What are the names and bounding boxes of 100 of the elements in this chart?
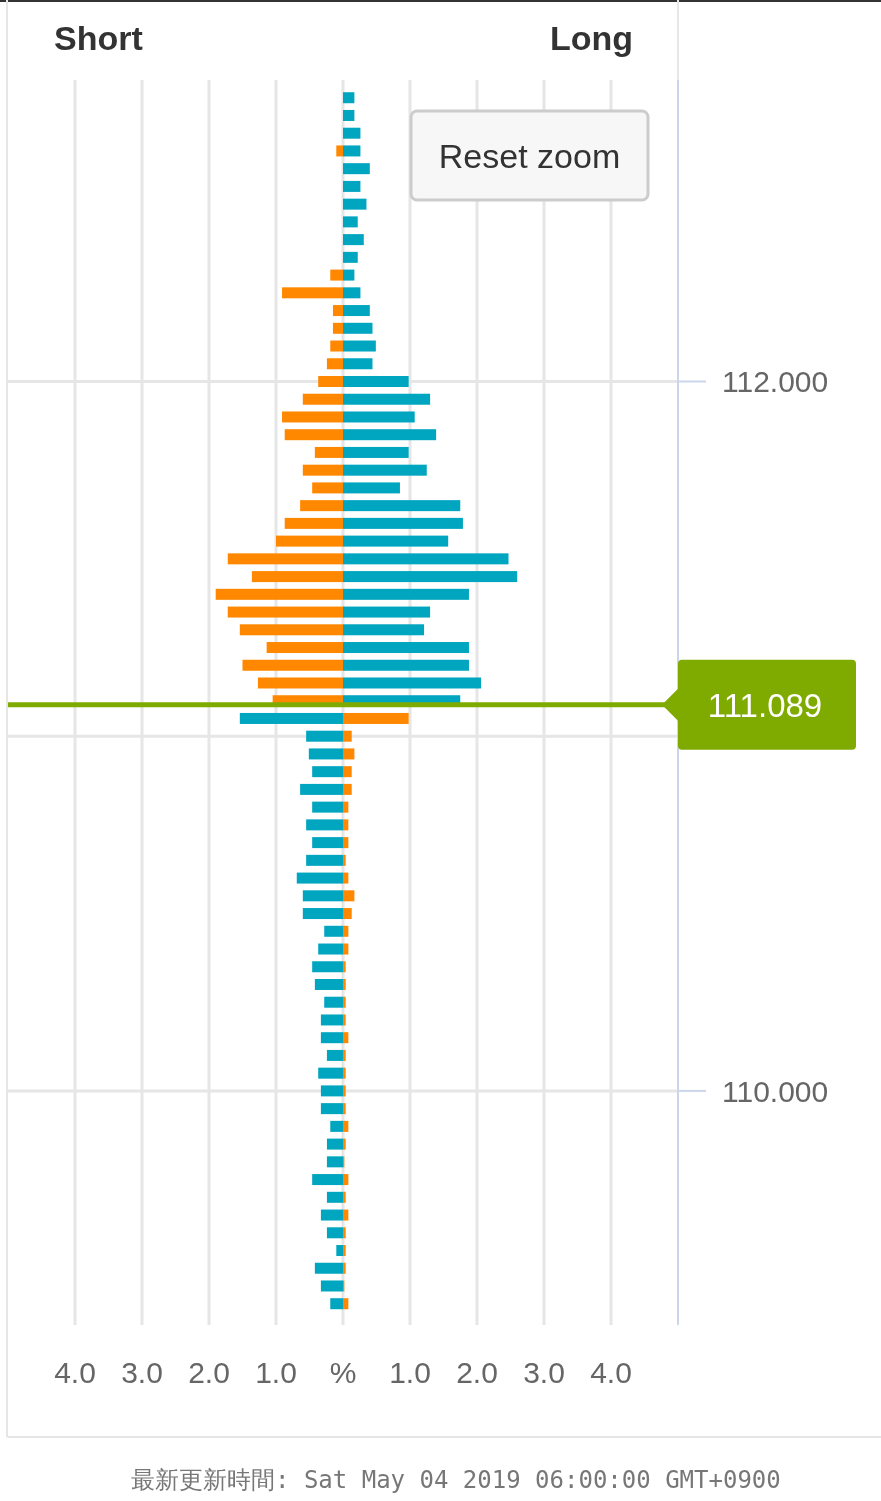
bar bbox=[282, 287, 343, 299]
bar bbox=[314, 978, 343, 990]
bar bbox=[336, 1245, 343, 1257]
bar bbox=[302, 393, 343, 405]
bar bbox=[343, 677, 482, 689]
bar bbox=[326, 358, 343, 370]
bar bbox=[343, 553, 509, 565]
bar bbox=[343, 216, 358, 228]
bar bbox=[343, 1103, 346, 1115]
bar bbox=[343, 908, 352, 920]
bar bbox=[300, 500, 343, 512]
bar bbox=[343, 109, 355, 121]
bar bbox=[300, 783, 343, 795]
bar bbox=[343, 659, 469, 671]
bar bbox=[343, 837, 349, 849]
bar bbox=[330, 269, 343, 281]
bar bbox=[312, 766, 343, 778]
bar bbox=[343, 269, 355, 281]
bar bbox=[282, 411, 343, 423]
bar bbox=[343, 340, 376, 352]
bar bbox=[330, 340, 343, 352]
bar bbox=[320, 1085, 343, 1097]
bar bbox=[343, 766, 352, 778]
bar bbox=[312, 482, 343, 494]
bar bbox=[251, 571, 343, 583]
bar bbox=[343, 1174, 349, 1186]
text: 最新更新時間: Sat May 04 2019 06:00:00 GMT+0900 bbox=[131, 1466, 781, 1494]
bar bbox=[343, 234, 364, 246]
bar bbox=[343, 712, 409, 724]
bar bbox=[266, 642, 343, 654]
text: Long bbox=[549, 19, 633, 57]
bar bbox=[343, 1014, 346, 1026]
bar bbox=[318, 943, 343, 955]
bar bbox=[343, 978, 346, 990]
bar bbox=[343, 1138, 346, 1150]
bar bbox=[343, 482, 400, 494]
bar bbox=[343, 943, 349, 955]
x-tick-label: % bbox=[329, 1356, 357, 1389]
bar bbox=[312, 961, 343, 973]
bar bbox=[343, 854, 346, 866]
bar bbox=[343, 429, 437, 441]
bar bbox=[343, 961, 346, 973]
bar bbox=[314, 446, 343, 458]
bar bbox=[318, 1067, 343, 1079]
bar bbox=[332, 322, 343, 334]
bar bbox=[318, 376, 343, 387]
bar bbox=[343, 1262, 346, 1274]
x-tick-label: 1.0 bbox=[389, 1356, 431, 1389]
bar bbox=[343, 1245, 346, 1257]
bar bbox=[326, 1049, 343, 1061]
y-tick-label: 110.000 bbox=[722, 1074, 829, 1108]
bar bbox=[343, 393, 431, 405]
bar bbox=[343, 446, 409, 458]
bar bbox=[215, 588, 343, 600]
bar bbox=[343, 376, 409, 387]
bar bbox=[343, 890, 355, 902]
bar bbox=[330, 1298, 343, 1310]
bar bbox=[306, 854, 343, 866]
bar bbox=[343, 305, 370, 317]
bar bbox=[326, 1156, 343, 1168]
bar bbox=[324, 996, 343, 1008]
bar bbox=[343, 1209, 349, 1221]
ref-line-label: 111.089 bbox=[707, 686, 823, 724]
bar bbox=[336, 145, 343, 157]
bar bbox=[343, 606, 431, 618]
bar bbox=[343, 517, 463, 529]
bar bbox=[343, 145, 361, 157]
bar bbox=[312, 1174, 343, 1186]
bar bbox=[320, 1014, 343, 1026]
bar bbox=[343, 358, 373, 370]
x-tick-label: 1.0 bbox=[255, 1356, 297, 1389]
bar bbox=[302, 890, 343, 902]
bar bbox=[302, 908, 343, 920]
bar bbox=[343, 1085, 346, 1097]
bar bbox=[343, 1049, 346, 1061]
bar bbox=[330, 1120, 343, 1132]
bar bbox=[320, 1280, 343, 1292]
bar bbox=[343, 322, 373, 334]
bar bbox=[343, 163, 370, 175]
bar bbox=[308, 748, 343, 760]
bar bbox=[343, 819, 349, 831]
bar bbox=[343, 180, 361, 192]
bar bbox=[343, 748, 355, 760]
bar bbox=[343, 1227, 346, 1239]
bar bbox=[343, 642, 469, 654]
button-reset-zoom: Reset zoom bbox=[409, 109, 650, 202]
x-tick-label: 4.0 bbox=[590, 1356, 632, 1389]
bar bbox=[343, 1191, 346, 1203]
text: Short bbox=[54, 19, 143, 57]
bar bbox=[239, 624, 343, 636]
bar bbox=[343, 251, 358, 263]
bar bbox=[320, 1032, 343, 1044]
bar bbox=[306, 730, 343, 742]
bar bbox=[343, 535, 449, 547]
bar bbox=[343, 783, 352, 795]
annotation: Reset zoom bbox=[438, 137, 621, 175]
bar bbox=[343, 92, 355, 104]
bar bbox=[343, 588, 469, 600]
y-tick-label: 112.000 bbox=[722, 365, 829, 399]
x-tick-label: 2.0 bbox=[456, 1356, 498, 1389]
